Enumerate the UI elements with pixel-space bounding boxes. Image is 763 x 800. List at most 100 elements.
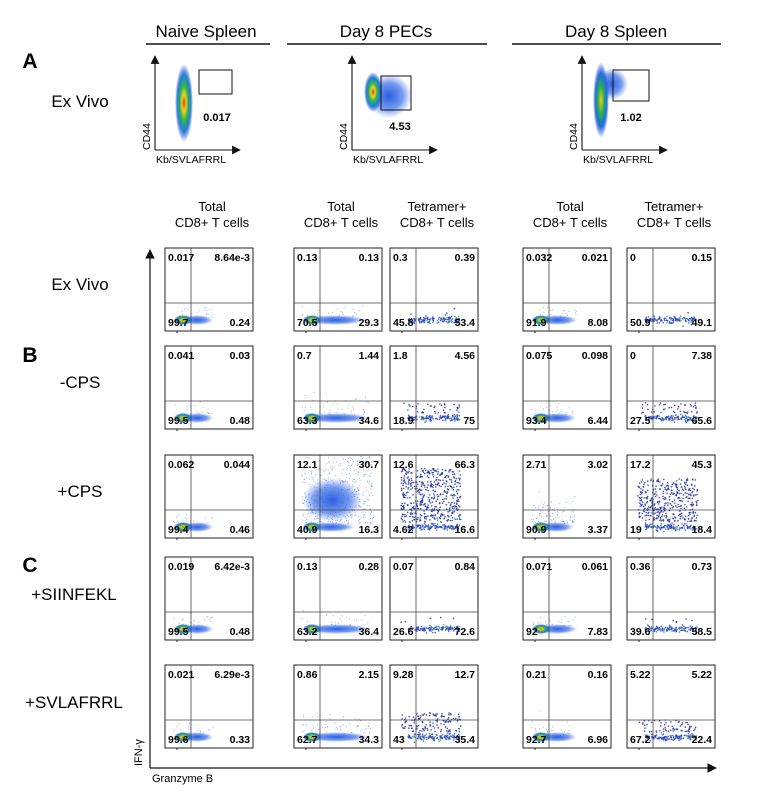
panel-letter-b: B (22, 344, 37, 367)
row-label-5: +SVLAFRRL (25, 693, 123, 712)
quadrant-upper-right: 0.73 (692, 561, 713, 573)
quadrant-lower-left: 92 (526, 626, 538, 638)
quadrant-upper-left: 0 (630, 252, 636, 264)
plot-frame (389, 664, 479, 749)
event-cloud (644, 618, 698, 635)
column-subheader-1-line-2: CD8+ T cells (175, 215, 250, 230)
quadrant-plot: 0.7 1.44 63.3 34.6 (293, 345, 383, 431)
quadrant-upper-left: 0.36 (630, 561, 651, 573)
quadrant-plot: 0.07 0.84 26.6 72.6 (389, 556, 479, 642)
row-label-1: Ex Vivo (51, 275, 108, 294)
quadrant-upper-right: 0.021 (582, 252, 608, 264)
event-cloud (532, 616, 578, 634)
quadrant-plot: 0.062 0.044 99.4 0.46 (164, 454, 254, 540)
quadrant-upper-left: 0.062 (168, 459, 194, 471)
quadrant-upper-right: 12.7 (455, 669, 476, 681)
event-cloud (638, 719, 697, 742)
quadrant-lower-right: 0.24 (230, 317, 251, 329)
x-axis-label: Kb/SVLAFRRL (583, 154, 653, 166)
event-cloud (174, 400, 214, 423)
quadrant-upper-left: 0.13 (297, 561, 318, 573)
quadrant-upper-left: 1.8 (393, 350, 408, 362)
quadrant-upper-left: 12.1 (297, 459, 318, 471)
quadrant-plot: 9.28 12.7 43 35.4 (389, 664, 479, 750)
density-core (303, 315, 321, 325)
quadrant-upper-right: 45.3 (692, 459, 713, 471)
x-axis-label: Kb/SVLAFRRL (353, 154, 423, 166)
panel-letter-a: A (22, 50, 37, 73)
quadrant-upper-left: 0.075 (526, 350, 552, 362)
x-axis-label: Granzyme B (152, 773, 213, 785)
density-core (174, 315, 192, 325)
quadrant-lower-right: 29.3 (359, 317, 380, 329)
quadrant-lower-left: 19 (630, 524, 642, 536)
column-subheader-4-line-2: CD8+ T cells (533, 215, 608, 230)
quadrant-lower-right: 6.44 (588, 415, 609, 427)
column-subheader-3-line-1: Tetramer+ (408, 199, 467, 214)
quadrant-plot: 1.8 4.56 18.9 75 (389, 345, 479, 431)
quadrant-plot: 0.13 0.28 63.2 36.4 (293, 556, 383, 642)
quadrant-upper-left: 0.017 (168, 252, 194, 264)
event-cloud (641, 402, 699, 424)
quadrant-plot: 0.36 0.73 39.6 58.5 (626, 556, 716, 642)
density-core (532, 732, 550, 742)
quadrant-upper-right: 2.15 (359, 669, 380, 681)
plot-frame (626, 247, 716, 332)
top-header-2: Day 8 PECs (340, 22, 433, 41)
quadrant-lower-left: 18.9 (393, 415, 414, 427)
quadrant-upper-left: 12.6 (393, 459, 414, 471)
event-cloud (530, 400, 577, 423)
panel-a-row-label: Ex Vivo (51, 92, 108, 111)
quadrant-lower-left: 99.4 (168, 524, 189, 536)
column-subheader-3-line-2: CD8+ T cells (400, 215, 475, 230)
event-cloud (401, 712, 462, 744)
quadrant-upper-right: 0.098 (582, 350, 608, 362)
quadrant-lower-left: 70.5 (297, 317, 318, 329)
y-axis-label: CD44 (141, 123, 153, 150)
panel-a-plots: 0.017CD44Kb/SVLAFRRL4.53CD44Kb/SVLAFRRL1… (141, 55, 668, 166)
quadrant-lower-right: 0.46 (230, 524, 251, 536)
event-cloud (174, 306, 214, 325)
quadrant-upper-right: 7.38 (692, 350, 713, 362)
column-group-headers: Naive Spleen Day 8 PECs Day 8 Spleen (146, 22, 721, 45)
quadrant-plot: 0.019 6.42e-3 99.5 0.48 (164, 556, 254, 642)
density-core (532, 624, 550, 634)
quadrant-lower-right: 8.08 (588, 317, 609, 329)
quadrant-plot: 0 7.38 27.5 65.6 (626, 345, 716, 431)
quadrant-upper-right: 66.3 (455, 459, 476, 471)
quadrant-lower-right: 34.6 (359, 415, 380, 427)
quadrant-lower-left: 45.8 (393, 317, 414, 329)
density-blob (364, 72, 382, 112)
plot-frame (389, 247, 479, 332)
quadrant-lower-left: 63.3 (297, 415, 318, 427)
density-core (174, 413, 192, 423)
quadrant-lower-left: 39.6 (630, 626, 651, 638)
quadrant-upper-right: 30.7 (359, 459, 380, 471)
event-cloud (301, 456, 374, 532)
quadrant-upper-left: 0.3 (393, 252, 408, 264)
quadrant-lower-left: 90.9 (526, 524, 547, 536)
quadrant-lower-right: 65.6 (692, 415, 713, 427)
quadrant-lower-left: 40.9 (297, 524, 318, 536)
quadrant-plot: 12.6 66.3 4.62 16.6 (389, 454, 479, 540)
quadrant-upper-left: 0.21 (526, 669, 547, 681)
quadrant-lower-right: 72.6 (455, 626, 476, 638)
event-cloud (301, 305, 366, 325)
density-core (532, 413, 550, 423)
density-core (174, 522, 192, 532)
event-cloud (172, 514, 214, 532)
quadrant-upper-left: 0.86 (297, 669, 318, 681)
quadrant-lower-left: 91.9 (526, 317, 547, 329)
quadrant-lower-right: 53.4 (455, 317, 476, 329)
gate-percent: 1.02 (620, 112, 641, 124)
quadrant-upper-left: 9.28 (393, 669, 414, 681)
quadrant-lower-right: 75 (463, 415, 475, 427)
quadrant-lower-right: 7.83 (588, 626, 609, 638)
quadrant-upper-right: 8.64e-3 (214, 252, 250, 264)
quadrant-plot: 0.86 2.15 62.7 34.3 (293, 664, 383, 750)
row-label-2: -CPS (60, 373, 101, 392)
